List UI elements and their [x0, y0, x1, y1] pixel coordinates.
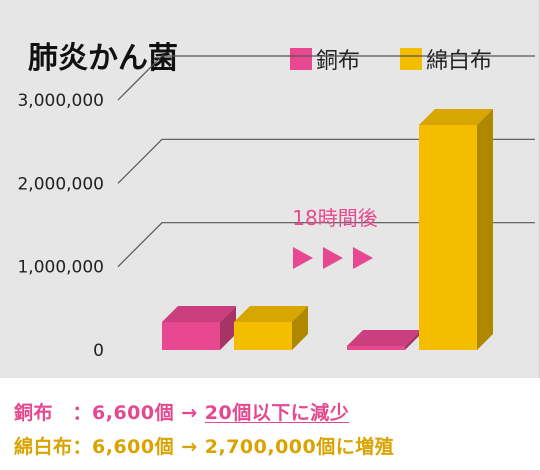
- triangle-right-icon: [293, 247, 313, 269]
- bar-top: [234, 306, 308, 322]
- bar-top: [419, 109, 493, 125]
- bar-chart: 肺炎かん菌 銅布 綿白布 0 1,000,000 2,000,000 3,000,00…: [17, 41, 535, 361]
- bar: [162, 306, 236, 350]
- triangle-right-icon: [323, 247, 343, 269]
- legend-swatch-cotton: [400, 48, 422, 70]
- note-cotton-label: 綿白布：: [14, 436, 93, 458]
- bar-top: [162, 306, 236, 322]
- bar: [234, 306, 308, 350]
- y-tick-label: 2,000,000: [17, 174, 104, 194]
- gridline: [117, 55, 535, 101]
- y-tick-label: 1,000,000: [17, 258, 104, 278]
- arrow-icons: [293, 247, 373, 269]
- bar-side: [477, 109, 493, 350]
- bar: [419, 109, 493, 350]
- note-copper-label: 銅布 ：: [14, 402, 93, 424]
- bar-side: [292, 306, 308, 350]
- legend-label-cotton: 綿白布: [426, 49, 492, 74]
- bar-front: [419, 125, 477, 350]
- note-cotton-result: 2,700,000個に増殖: [204, 436, 395, 458]
- bar-front: [162, 322, 220, 350]
- note-copper-from: 6,600個 →: [92, 402, 205, 424]
- note-cotton-from: 6,600個 →: [92, 436, 205, 458]
- legend-label-copper: 銅布: [316, 49, 360, 74]
- y-tick-label: 3,000,000: [17, 91, 104, 111]
- gridline: [117, 138, 535, 184]
- y-tick-label: 0: [93, 341, 104, 361]
- chart-title: 肺炎かん菌: [28, 41, 178, 76]
- triangle-right-icon: [353, 247, 373, 269]
- bar: [347, 330, 421, 350]
- note-copper-result: 20個以下に減少: [204, 402, 350, 424]
- time-annotation: 18時間後: [292, 206, 377, 230]
- bar-top: [347, 330, 421, 346]
- legend-swatch-copper: [290, 48, 312, 70]
- chart-panel: 肺炎かん菌 銅布 綿白布 0 1,000,000 2,000,000 3,000,00…: [0, 0, 540, 378]
- gridline: [117, 222, 535, 268]
- bar-front: [347, 346, 405, 350]
- bar-side: [405, 330, 421, 350]
- bar-front: [234, 322, 292, 350]
- bar-side: [220, 306, 236, 350]
- note-copper: 銅布 ：6,600個 → 20個以下に減少: [14, 398, 349, 425]
- note-cotton: 綿白布：6,600個 → 2,700,000個に増殖: [14, 432, 394, 459]
